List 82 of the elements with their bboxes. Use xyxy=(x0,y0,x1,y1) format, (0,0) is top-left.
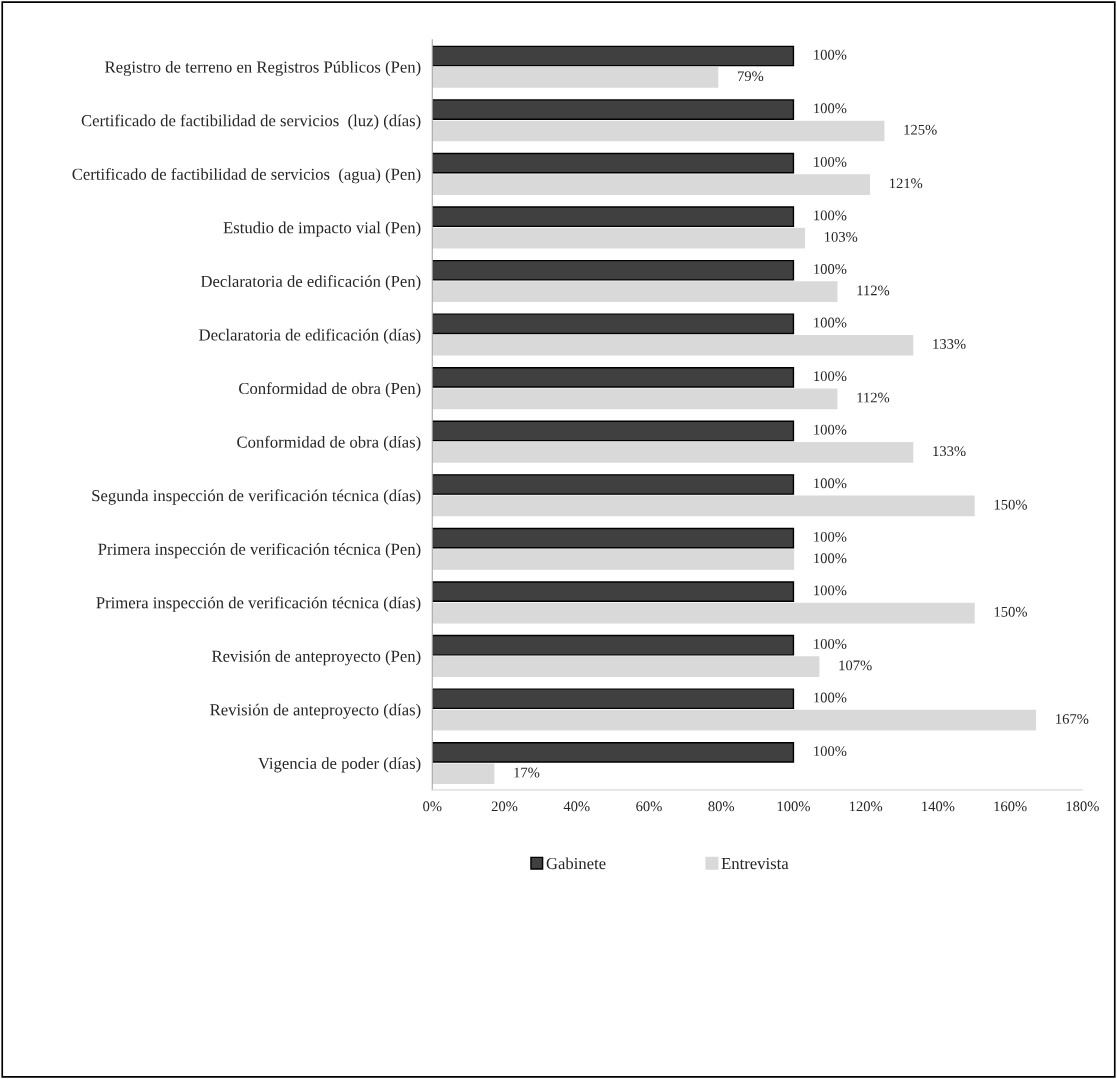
bar xyxy=(432,495,975,517)
bar xyxy=(432,527,795,549)
data-label: 100% xyxy=(814,103,847,114)
bar xyxy=(432,334,914,356)
bar xyxy=(432,442,914,463)
y-tick-label: Conformidad de obra (Pen) xyxy=(239,382,421,398)
bar xyxy=(432,634,795,656)
data-label: 100% xyxy=(814,585,847,596)
y-tick-label: Registro de terreno en Registros Públicos (Pen) xyxy=(105,60,421,77)
x-tick-label: 40% xyxy=(563,801,590,812)
data-label: 100% xyxy=(814,371,847,382)
data-label: 112% xyxy=(857,392,890,403)
x-tick-label: 120% xyxy=(849,801,883,812)
bar xyxy=(432,120,885,142)
bar xyxy=(432,313,795,335)
data-label: 100% xyxy=(814,264,847,274)
data-label: 100% xyxy=(814,478,847,489)
bar xyxy=(432,549,795,570)
bar xyxy=(432,367,795,388)
data-label: 150% xyxy=(994,606,1027,617)
bar xyxy=(432,688,795,710)
x-tick-label: 180% xyxy=(1066,801,1099,812)
data-label: 79% xyxy=(738,71,764,82)
y-tick-label: Revisión de anteproyecto (días) xyxy=(210,703,421,719)
data-label: 100% xyxy=(814,692,847,703)
data-label: 150% xyxy=(994,499,1027,510)
x-tick-label: 140% xyxy=(922,801,955,812)
y-tick-label: Declaratoria de edificación (Pen) xyxy=(200,275,421,291)
bar xyxy=(432,656,820,677)
data-label: 100% xyxy=(814,746,847,757)
data-label: 100% xyxy=(814,156,847,167)
data-label: 167% xyxy=(1056,714,1089,724)
bar xyxy=(432,227,805,249)
bar xyxy=(432,206,795,228)
x-tick-label: 20% xyxy=(491,801,518,812)
x-tick-label: 0% xyxy=(423,801,442,812)
x-tick-label: 100% xyxy=(777,801,810,812)
y-tick-label: Revisión de anteproyecto (Pen) xyxy=(211,650,421,666)
data-label: 121% xyxy=(890,178,923,189)
bar xyxy=(432,281,838,303)
x-tick-label: 60% xyxy=(636,801,662,812)
y-tick-label: Segunda inspección de verificación técnica (días) xyxy=(92,489,421,505)
y-tick-label: Conformidad de obra (días) xyxy=(237,435,421,452)
data-label: 133% xyxy=(933,446,966,457)
data-label: 125% xyxy=(904,124,937,135)
bar xyxy=(432,741,795,763)
data-label: 100% xyxy=(814,424,847,435)
bar xyxy=(432,152,795,174)
bar xyxy=(432,763,495,785)
y-tick-label: Declaratoria de edificación (días) xyxy=(199,328,421,344)
bar xyxy=(432,581,795,602)
data-label: 112% xyxy=(857,285,890,296)
data-label: 107% xyxy=(839,660,872,671)
y-tick-label: Primera inspección de verificación técnica (Pen) xyxy=(98,542,421,559)
y-tick-label: Primera inspección de verificación técnica (días) xyxy=(96,596,421,612)
bar xyxy=(432,67,719,88)
bar xyxy=(432,388,838,410)
bar xyxy=(432,99,795,120)
data-label: 100% xyxy=(814,49,847,60)
legend-label: Gabinete xyxy=(546,857,606,870)
bar xyxy=(432,259,795,281)
bar xyxy=(432,602,975,624)
bar xyxy=(432,174,870,195)
legend-label: Entrevista xyxy=(721,857,789,870)
y-tick-label: Certificado de factibilidad de servicios (agua) (Pen) xyxy=(72,167,421,184)
x-tick-label: 160% xyxy=(994,801,1027,812)
bar xyxy=(432,709,1037,731)
bar xyxy=(432,420,795,442)
data-label: 100% xyxy=(814,531,847,542)
data-label: 100% xyxy=(814,317,847,328)
data-label: 17% xyxy=(514,767,540,778)
bar xyxy=(432,474,795,495)
y-tick-label: Certificado de factibilidad de servicios (luz) (días) xyxy=(81,114,421,130)
data-label: 133% xyxy=(933,339,966,349)
y-tick-label: Estudio de impacto vial (Pen) xyxy=(223,221,421,237)
data-label: 100% xyxy=(814,639,847,649)
bar xyxy=(432,45,795,67)
y-tick-label: Vigencia de poder (días) xyxy=(258,757,421,773)
data-label: 103% xyxy=(825,231,858,242)
data-label: 100% xyxy=(814,210,847,221)
x-tick-label: 80% xyxy=(708,801,735,812)
data-label: 100% xyxy=(814,553,847,564)
